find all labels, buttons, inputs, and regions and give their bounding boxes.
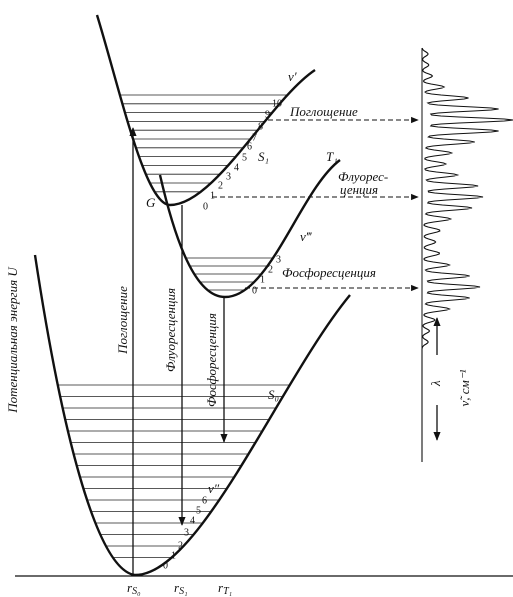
level-number: 6: [202, 495, 207, 506]
level-number: 5: [242, 152, 247, 163]
level-number: 10: [272, 98, 282, 109]
level-number: 6: [247, 141, 252, 152]
vib-t1: v‴: [300, 229, 313, 244]
state-t1: T₁: [326, 149, 338, 164]
state-g: G: [146, 195, 156, 210]
level-number: 4: [190, 515, 195, 526]
level-number: 2: [178, 540, 183, 551]
distance-symbol: r: [127, 580, 133, 595]
level-number: 0: [163, 560, 168, 571]
level-number: 0: [252, 285, 257, 296]
level-number: 5: [196, 505, 201, 516]
level-number: 1: [260, 274, 265, 285]
distance-label: rT₁: [218, 580, 232, 597]
distance-label: rS₀: [127, 580, 141, 597]
curve-s0: [33, 254, 351, 577]
distance-sub: T₁: [223, 586, 232, 597]
spectrum-absorption: Поглощение: [289, 104, 358, 119]
wavelength-label: λ: [428, 380, 443, 387]
curve-s1: [95, 14, 316, 207]
level-group: [160, 257, 340, 291]
level-number: 2: [218, 180, 223, 191]
spectrum-fluorescence: Флуорес-: [338, 169, 388, 184]
distance-symbol: r: [218, 580, 224, 595]
level-number: 1: [171, 550, 176, 561]
level-number: 3: [276, 254, 281, 265]
vib-s0: v″: [208, 481, 220, 496]
state-s0: S₀: [268, 387, 279, 402]
level-number: 4: [234, 162, 239, 173]
distance-label: rS₁: [174, 580, 188, 597]
distance-symbol: r: [174, 580, 180, 595]
spectrum-fluorescence: ценция: [340, 182, 378, 197]
level-number: 3: [226, 171, 231, 182]
level-number: 2: [268, 264, 273, 275]
fluorescence-label: Флуоресценция: [163, 288, 178, 372]
spectrum-phosphorescence: Фосфоресценция: [282, 265, 376, 280]
level-number: 8: [258, 121, 263, 132]
wavenumber-label: ν̃, см⁻¹: [457, 369, 472, 406]
axis-label: Потенциальная энергия U: [5, 266, 20, 414]
distance-sub: S₀: [132, 586, 141, 597]
level-number: 1: [210, 190, 215, 201]
level-number: 9: [265, 109, 270, 120]
distance-labels: rS₀ rS₁ rT₁: [127, 580, 232, 597]
vib-s1: v′: [288, 69, 297, 84]
distance-sub: S₁: [179, 586, 187, 597]
absorption-label: Поглощение: [115, 286, 130, 355]
level-number: 0: [203, 201, 208, 212]
level-group: [97, 94, 315, 193]
phosphorescence-label: Фосфоресценция: [204, 313, 219, 407]
level-number: 7: [252, 132, 257, 143]
spectrum: [421, 47, 513, 462]
curve-t1: [158, 159, 341, 299]
state-s1: S₁: [258, 149, 269, 164]
level-number: 3: [184, 527, 189, 538]
